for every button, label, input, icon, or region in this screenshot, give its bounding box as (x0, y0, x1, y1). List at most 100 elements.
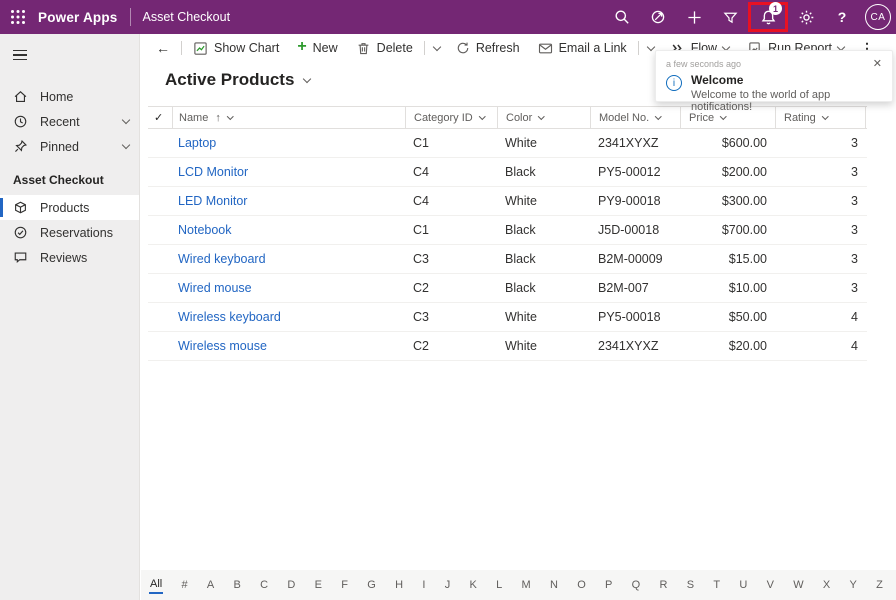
jump-letter-b[interactable]: B (233, 579, 241, 591)
jump-letter-x[interactable]: X (822, 579, 831, 591)
table-row[interactable]: Wired keyboard C3 Black B2M-00009 $15.00 3 (148, 245, 867, 274)
cell-color: Black (505, 252, 536, 266)
email-link-button[interactable]: Email a Link (529, 34, 636, 62)
jump-letter-y[interactable]: Y (849, 579, 857, 591)
table-row[interactable]: Laptop C1 White 2341XYXZ $600.00 3 (148, 129, 867, 158)
cell-color: Black (505, 281, 536, 295)
jump-letter-g[interactable]: G (367, 579, 376, 591)
table-row[interactable]: LED Monitor C4 White PY9-00018 $300.00 3 (148, 187, 867, 216)
cell-model-no: 2341XYXZ (598, 339, 659, 353)
sidebar-item-pinned[interactable]: Pinned (0, 134, 139, 159)
table-row[interactable]: Wired mouse C2 Black B2M-007 $10.00 3 (148, 274, 867, 303)
product-link[interactable]: Notebook (178, 223, 232, 237)
delete-overflow-button[interactable] (427, 34, 447, 62)
jump-letter-u[interactable]: U (739, 579, 748, 591)
jump-letter-a[interactable]: A (206, 579, 215, 591)
jump-letter-p[interactable]: P (605, 579, 613, 591)
jump-letter-m[interactable]: M (521, 579, 531, 591)
jump-letter-r[interactable]: R (659, 579, 668, 591)
column-header-name[interactable]: Name ↑ (172, 107, 405, 128)
delete-button[interactable]: Delete (347, 34, 422, 62)
settings-button[interactable] (788, 0, 824, 34)
jump-letter-v[interactable]: V (766, 579, 774, 591)
jump-letter-e[interactable]: E (314, 579, 322, 591)
jump-letter-d[interactable]: D (287, 579, 296, 591)
cell-price: $15.00 (728, 252, 767, 266)
new-button[interactable]: + New (288, 34, 346, 62)
notifications-button[interactable]: 1 (754, 0, 782, 34)
toast-title: Welcome (691, 73, 744, 87)
product-link[interactable]: Wired keyboard (178, 252, 266, 266)
cell-color: White (505, 310, 537, 324)
question-mark-icon: ? (837, 9, 847, 25)
health-check-button[interactable] (640, 0, 676, 34)
sidebar-toggle-button[interactable] (0, 40, 40, 70)
chevron-down-icon (720, 112, 727, 120)
column-header-rating[interactable]: Rating (775, 107, 866, 128)
jump-letter-t[interactable]: T (713, 579, 721, 591)
jump-letter-z[interactable]: Z (876, 579, 883, 591)
jump-letter-j[interactable]: J (444, 579, 451, 591)
email-icon (538, 41, 553, 56)
jump-letter-w[interactable]: W (793, 579, 804, 591)
show-chart-button[interactable]: Show Chart (184, 34, 288, 62)
jump-letter-c[interactable]: C (260, 579, 269, 591)
cell-category-id: C2 (413, 339, 429, 353)
table-row[interactable]: Notebook C1 Black J5D-00018 $700.00 3 (148, 216, 867, 245)
jump-letter-o[interactable]: O (577, 579, 586, 591)
view-selector-button[interactable] (303, 74, 312, 83)
cell-category-id: C3 (413, 310, 429, 324)
jump-letter-s[interactable]: S (686, 579, 695, 591)
cell-price: $600.00 (721, 136, 767, 150)
help-button[interactable]: ? (824, 0, 860, 34)
table-row[interactable]: Wireless mouse C2 White 2341XYXZ $20.00 4 (148, 332, 867, 361)
notification-toast: a few seconds ago ✕ i Welcome Welcome to… (655, 50, 893, 113)
jump-letter-k[interactable]: K (469, 579, 477, 591)
jump-letter-f[interactable]: F (341, 579, 348, 591)
column-label: Price (689, 111, 715, 124)
column-header-price[interactable]: Price (680, 107, 775, 128)
cell-price: $50.00 (728, 310, 767, 324)
add-button[interactable] (676, 0, 712, 34)
product-link[interactable]: LED Monitor (178, 194, 248, 208)
jump-letter-q[interactable]: Q (631, 579, 641, 591)
column-header-model-no[interactable]: Model No. (590, 107, 680, 128)
toast-close-button[interactable]: ✕ (871, 57, 884, 70)
table-row[interactable]: LCD Monitor C4 Black PY5-00012 $200.00 3 (148, 158, 867, 187)
chevron-down-icon (121, 140, 131, 150)
product-link[interactable]: Wired mouse (178, 281, 252, 295)
jump-letter-l[interactable]: L (496, 579, 503, 591)
sidebar-item-products[interactable]: Products (0, 195, 139, 220)
jump-letter-n[interactable]: N (549, 579, 558, 591)
account-button[interactable]: CA (860, 0, 896, 34)
column-header-category-id[interactable]: Category ID (405, 107, 497, 128)
jump-letter-all[interactable]: All (149, 576, 164, 594)
jump-bar: All # A B C D E F G H I J K L M N O P Q R S T U V W X Y Z (141, 570, 896, 600)
sidebar-item-reviews[interactable]: Reviews (0, 245, 139, 270)
jump-letter-#[interactable]: # (181, 579, 188, 591)
jump-letter-i[interactable]: I (422, 579, 426, 591)
back-button[interactable]: ← (147, 34, 179, 62)
table-row[interactable]: Wireless keyboard C3 White PY5-00018 $50.00 4 (148, 303, 867, 332)
app-launcher-button[interactable] (0, 0, 36, 34)
product-link[interactable]: Wireless keyboard (178, 310, 281, 324)
select-all-checkbox[interactable]: ✓ (148, 107, 172, 128)
jump-letter-h[interactable]: H (395, 579, 404, 591)
product-link[interactable]: Wireless mouse (178, 339, 267, 353)
sidebar-item-recent[interactable]: Recent (0, 109, 139, 134)
cell-rating: 4 (851, 310, 858, 324)
refresh-button[interactable]: Refresh (447, 34, 529, 62)
topbar-divider (129, 8, 131, 26)
column-header-color[interactable]: Color (497, 107, 590, 128)
sidebar-item-reservations[interactable]: Reservations (0, 220, 139, 245)
sidebar-item-home[interactable]: Home (0, 84, 139, 109)
grid-header-row: ✓ Name ↑ Category ID Color Model No. Pri… (148, 106, 867, 129)
commandbar-divider (637, 41, 639, 55)
cell-model-no: PY5-00012 (598, 165, 661, 179)
new-label: New (312, 41, 338, 55)
sidebar-group-label: Asset Checkout (13, 173, 104, 187)
product-link[interactable]: LCD Monitor (178, 165, 249, 179)
search-button[interactable] (604, 0, 640, 34)
product-link[interactable]: Laptop (178, 136, 217, 150)
filter-button[interactable] (712, 0, 748, 34)
